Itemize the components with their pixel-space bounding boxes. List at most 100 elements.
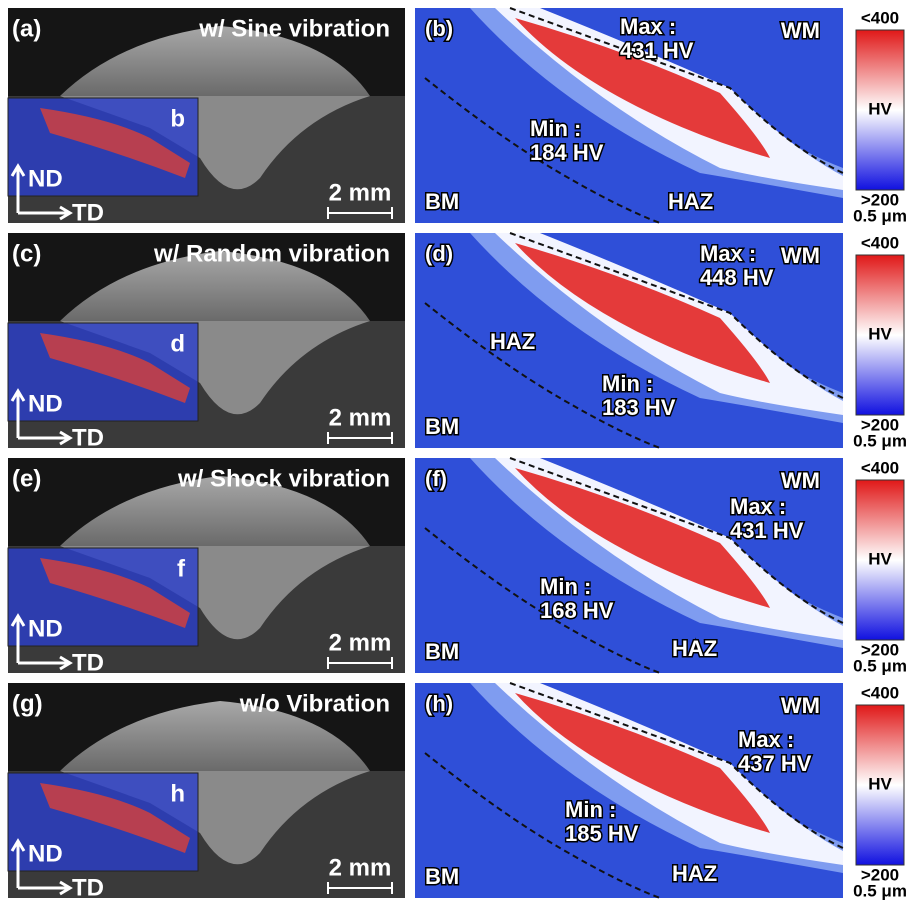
colorbar bbox=[855, 704, 905, 866]
red-band bbox=[515, 693, 770, 833]
colorbar-label: HV bbox=[868, 324, 892, 343]
panel-label: (f) bbox=[425, 466, 447, 491]
max-label: Max : bbox=[738, 727, 794, 752]
axis-label: TD bbox=[72, 424, 104, 451]
weld-bead bbox=[60, 701, 370, 771]
zone-label: BM bbox=[425, 639, 459, 664]
panel-label: (g) bbox=[12, 690, 43, 717]
scale-bar bbox=[327, 432, 393, 444]
colorbar-label: HV bbox=[868, 99, 892, 118]
inset-band bbox=[40, 333, 190, 403]
inset-label: h bbox=[170, 780, 185, 807]
colorbar-label: >200 bbox=[861, 415, 899, 434]
red-band bbox=[515, 243, 770, 383]
max-label: Max : bbox=[700, 241, 756, 266]
panel-label: (d) bbox=[425, 241, 453, 266]
panel-label: (b) bbox=[425, 16, 453, 41]
axis-label: ND bbox=[28, 165, 63, 192]
zone-label: BM bbox=[425, 864, 459, 889]
colorbar-label: <400 bbox=[861, 458, 899, 477]
panel-title: w/ Sine vibration bbox=[198, 15, 390, 42]
red-band bbox=[515, 18, 770, 158]
scale-label: 0.5 μm bbox=[853, 206, 907, 225]
scale-label: 2 mm bbox=[329, 179, 392, 206]
zone-label: WM bbox=[781, 243, 820, 268]
weld-bead bbox=[60, 476, 370, 546]
panel-title: w/ Shock vibration bbox=[177, 465, 390, 492]
colorbar-label: HV bbox=[868, 774, 892, 793]
axis-label: TD bbox=[72, 874, 104, 900]
zone-label: WM bbox=[781, 18, 820, 43]
inset-label: d bbox=[170, 330, 185, 357]
panel-label: (h) bbox=[425, 691, 453, 716]
axis-label: ND bbox=[28, 840, 63, 867]
scale-bar bbox=[327, 657, 393, 669]
max-value: 437 HV bbox=[738, 751, 812, 776]
scale-label: 0.5 μm bbox=[853, 881, 907, 900]
colorbar-label: >200 bbox=[861, 865, 899, 884]
min-value: 184 HV bbox=[530, 140, 604, 165]
colorbar-label: >200 bbox=[861, 640, 899, 659]
axis-label: TD bbox=[72, 199, 104, 226]
axis-arrows bbox=[10, 613, 73, 671]
colorbar-label: <400 bbox=[861, 683, 899, 702]
panel-label: (a) bbox=[12, 15, 41, 42]
min-label: Min : bbox=[530, 116, 581, 141]
max-label: Max : bbox=[620, 14, 676, 39]
max-label: Max : bbox=[730, 494, 786, 519]
scale-label: 0.5 μm bbox=[853, 431, 907, 450]
colorbar-label: >200 bbox=[861, 190, 899, 209]
red-band bbox=[515, 468, 770, 608]
boundary bbox=[424, 7, 844, 224]
row: (g) w/o Vibration h ND TD 2 mm (h) Max :437 HV M… bbox=[7, 682, 907, 901]
scale-bar bbox=[327, 882, 393, 894]
weld-bead bbox=[60, 251, 370, 321]
zone-label: HAZ bbox=[490, 329, 535, 354]
axis-label: ND bbox=[28, 615, 63, 642]
min-label: Min : bbox=[565, 797, 616, 822]
boundary bbox=[424, 457, 844, 674]
max-value: 431 HV bbox=[730, 518, 804, 543]
colorbar bbox=[855, 254, 905, 416]
row: (e) w/ Shock vibration f ND TD 2 mm (f) Max :43… bbox=[7, 457, 907, 676]
min-value: 168 HV bbox=[540, 598, 614, 623]
scale-label: 2 mm bbox=[329, 404, 392, 431]
weld-bead bbox=[60, 26, 370, 96]
axis-arrows bbox=[10, 163, 73, 221]
zone-label: HAZ bbox=[672, 636, 717, 661]
panel-label: (e) bbox=[12, 465, 41, 492]
panel-title: w/ Random vibration bbox=[153, 240, 390, 267]
zone-label: BM bbox=[425, 189, 459, 214]
boundary bbox=[424, 232, 844, 449]
zone-label: HAZ bbox=[672, 861, 717, 886]
row: (c) w/ Random vibration d ND TD 2 mm (d) Max :4… bbox=[7, 232, 907, 451]
zone-label: HAZ bbox=[668, 189, 713, 214]
axis-label: ND bbox=[28, 390, 63, 417]
colorbar bbox=[855, 479, 905, 641]
min-label: Min : bbox=[540, 574, 591, 599]
min-value: 183 HV bbox=[602, 395, 676, 420]
panel-title: w/o Vibration bbox=[239, 690, 390, 717]
row: (a) w/ Sine vibration b ND TD 2 mm (b) Max :431… bbox=[7, 7, 907, 226]
axis-arrows bbox=[10, 388, 73, 446]
inset-label: f bbox=[177, 555, 186, 582]
max-value: 448 HV bbox=[700, 265, 774, 290]
colorbar-label: <400 bbox=[861, 8, 899, 27]
colorbar-label: <400 bbox=[861, 233, 899, 252]
inset-label: b bbox=[170, 105, 185, 132]
zone-label: BM bbox=[425, 414, 459, 439]
scale-label: 0.5 μm bbox=[853, 656, 907, 675]
inset-band bbox=[40, 558, 190, 628]
inset-band bbox=[40, 108, 190, 178]
zone-label: WM bbox=[781, 693, 820, 718]
min-label: Min : bbox=[602, 371, 653, 396]
scale-bar bbox=[327, 207, 393, 219]
colorbar bbox=[855, 29, 905, 191]
scale-label: 2 mm bbox=[329, 629, 392, 656]
panel-label: (c) bbox=[12, 240, 41, 267]
scale-label: 2 mm bbox=[329, 854, 392, 881]
zone-label: WM bbox=[781, 468, 820, 493]
axis-label: TD bbox=[72, 649, 104, 676]
axis-arrows bbox=[10, 838, 73, 896]
